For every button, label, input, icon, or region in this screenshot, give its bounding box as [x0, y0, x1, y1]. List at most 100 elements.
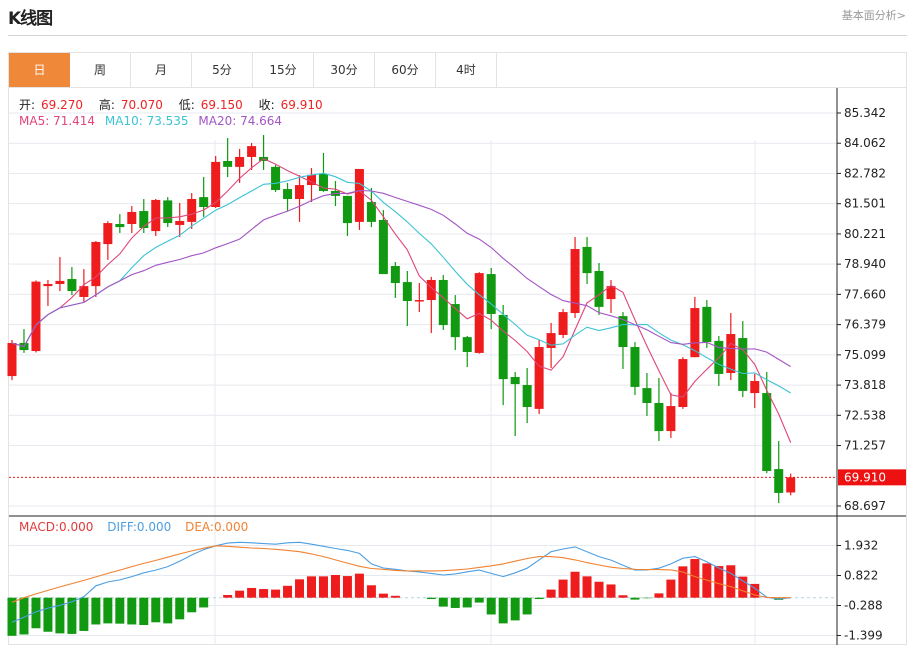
- candle: [558, 309, 568, 339]
- macd-bar: [139, 597, 149, 626]
- tab-day[interactable]: 日: [9, 53, 70, 88]
- candle-body: [582, 246, 592, 274]
- candle-body: [342, 195, 352, 224]
- candle-body: [103, 223, 113, 245]
- macd-bar: [259, 589, 269, 598]
- candle-body: [55, 280, 65, 284]
- macd-bar: [618, 595, 628, 598]
- ma-legend: MA5: 71.414 MA10: 73.535 MA20: 74.664: [19, 114, 288, 128]
- candle-body: [762, 393, 772, 471]
- candle: [139, 198, 149, 233]
- candle: [55, 257, 65, 292]
- macd-bar: [666, 579, 676, 598]
- close-value: 69.910: [280, 98, 323, 112]
- price-tick-label: 72.538: [844, 408, 886, 422]
- candle: [786, 473, 796, 496]
- candle-body: [378, 220, 388, 275]
- candle-body: [31, 281, 41, 352]
- candle-body: [7, 343, 17, 377]
- candle-body: [642, 388, 652, 403]
- tab-60min[interactable]: 60分: [375, 53, 436, 88]
- candle: [235, 148, 245, 183]
- candle: [115, 214, 125, 233]
- candle: [91, 241, 101, 297]
- macd-tick-label: -0.288: [844, 598, 883, 612]
- candle: [103, 221, 113, 260]
- tab-30min[interactable]: 30分: [314, 53, 375, 88]
- candle-body: [414, 300, 424, 302]
- candle-body: [402, 282, 412, 301]
- price-tick-label: 84.062: [844, 136, 886, 150]
- macd-bar: [438, 597, 448, 607]
- tab-month[interactable]: 月: [131, 53, 192, 88]
- candle-body: [127, 211, 137, 225]
- macd-bar: [582, 576, 592, 598]
- candle: [486, 267, 496, 330]
- macd-bar: [726, 565, 736, 598]
- macd-bar: [522, 597, 532, 615]
- candle: [378, 210, 388, 275]
- macd-bar: [91, 597, 101, 625]
- macd-bar: [283, 585, 293, 598]
- candle-body: [91, 241, 101, 287]
- ma5-legend: MA5: 71.414: [19, 114, 96, 128]
- candle-body: [175, 220, 185, 225]
- macd-bar: [175, 597, 185, 620]
- candle-body: [438, 279, 448, 326]
- candle-body: [318, 173, 328, 191]
- candle-body: [498, 314, 508, 380]
- tab-15min[interactable]: 15分: [253, 53, 314, 88]
- macd-bar: [654, 593, 664, 598]
- candle: [187, 193, 197, 229]
- low-label: 低:: [178, 98, 195, 112]
- macd-bar: [223, 594, 233, 598]
- candle: [570, 236, 580, 318]
- macd-bar: [115, 597, 125, 624]
- candle: [702, 300, 712, 348]
- macd-bar: [510, 597, 520, 621]
- candle-body: [187, 198, 197, 222]
- candle: [678, 357, 688, 409]
- candle: [762, 372, 772, 474]
- candle: [498, 304, 508, 406]
- macd-bar: [187, 597, 197, 613]
- macd-bar: [594, 581, 604, 598]
- high-value: 70.070: [120, 98, 163, 112]
- macd-bar: [43, 597, 53, 632]
- price-tick-label: 82.782: [844, 166, 886, 180]
- candle-body: [486, 274, 496, 314]
- candle-body: [307, 174, 316, 186]
- ma10-line: [11, 172, 791, 394]
- candle: [738, 321, 748, 398]
- macd-bar: [342, 576, 352, 598]
- macd-bar: [307, 576, 316, 598]
- tab-4hour[interactable]: 4时: [436, 53, 497, 88]
- candle-body: [534, 347, 544, 409]
- macd-bar: [534, 597, 544, 600]
- macd-tick-label: -1.399: [844, 629, 883, 643]
- macd-legend-value: MACD:0.000: [19, 520, 94, 534]
- tab-5min[interactable]: 5分: [192, 53, 253, 88]
- price-tick-label: 68.697: [844, 499, 886, 513]
- macd-bar: [199, 597, 209, 608]
- candle-body: [426, 279, 436, 301]
- ma20-line: [11, 189, 791, 368]
- macd-bar: [19, 597, 29, 635]
- candle-body: [726, 334, 736, 373]
- fundamental-analysis-link[interactable]: 基本面分析>: [841, 9, 906, 22]
- candle-body: [366, 202, 376, 222]
- open-value: 69.270: [41, 98, 84, 112]
- candle-body: [522, 385, 532, 407]
- candle: [750, 373, 760, 408]
- candle-body: [283, 189, 293, 199]
- macd-bar: [558, 579, 568, 598]
- ma5-line: [11, 157, 792, 443]
- tab-week[interactable]: 周: [70, 53, 131, 88]
- candle: [654, 377, 664, 441]
- macd-bar: [750, 583, 760, 598]
- macd-bar: [678, 566, 688, 598]
- price-tick-label: 77.660: [844, 287, 886, 301]
- macd-bar: [163, 597, 173, 624]
- candle: [618, 312, 628, 369]
